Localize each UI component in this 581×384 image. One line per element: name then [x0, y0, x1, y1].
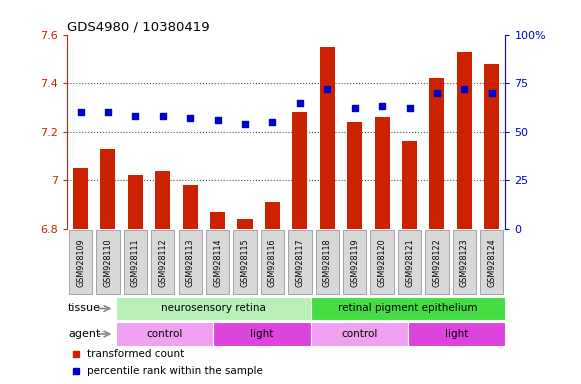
Bar — [347, 122, 362, 229]
Point — [213, 117, 223, 123]
Text: tissue: tissue — [68, 303, 101, 313]
Text: GSM928109: GSM928109 — [76, 238, 85, 286]
Point — [76, 109, 85, 115]
FancyBboxPatch shape — [310, 297, 505, 320]
Point — [241, 121, 250, 127]
Text: percentile rank within the sample: percentile rank within the sample — [87, 366, 263, 376]
FancyBboxPatch shape — [178, 230, 202, 295]
Bar — [402, 141, 417, 229]
Text: GSM928124: GSM928124 — [487, 238, 496, 286]
FancyBboxPatch shape — [206, 230, 229, 295]
Text: agent: agent — [68, 329, 101, 339]
Point — [322, 86, 332, 92]
Point — [295, 99, 304, 106]
Text: GSM928121: GSM928121 — [405, 238, 414, 286]
Text: GSM928120: GSM928120 — [378, 238, 386, 286]
Text: GSM928123: GSM928123 — [460, 238, 469, 286]
Bar — [292, 112, 307, 229]
Bar — [182, 185, 198, 229]
Bar — [155, 170, 170, 229]
Text: light: light — [445, 329, 468, 339]
FancyBboxPatch shape — [480, 230, 503, 295]
Bar — [238, 219, 253, 229]
FancyBboxPatch shape — [453, 230, 476, 295]
Bar — [429, 78, 444, 229]
Text: transformed count: transformed count — [87, 349, 184, 359]
FancyBboxPatch shape — [116, 297, 310, 320]
FancyBboxPatch shape — [261, 230, 284, 295]
FancyBboxPatch shape — [398, 230, 421, 295]
Text: GSM928118: GSM928118 — [323, 238, 332, 286]
Point — [487, 90, 496, 96]
Bar — [484, 64, 499, 229]
Text: GSM928115: GSM928115 — [241, 238, 249, 286]
Point — [103, 109, 113, 115]
FancyBboxPatch shape — [310, 322, 408, 346]
Text: GSM928112: GSM928112 — [158, 238, 167, 286]
Bar — [210, 212, 225, 229]
FancyBboxPatch shape — [310, 297, 505, 320]
Point — [350, 105, 359, 111]
Point — [432, 90, 442, 96]
FancyBboxPatch shape — [116, 322, 213, 346]
Text: GDS4980 / 10380419: GDS4980 / 10380419 — [67, 20, 209, 33]
Text: control: control — [146, 329, 182, 339]
FancyBboxPatch shape — [371, 230, 394, 295]
Bar — [265, 202, 280, 229]
Point — [460, 86, 469, 92]
FancyBboxPatch shape — [69, 230, 92, 295]
Text: GSM928113: GSM928113 — [186, 238, 195, 286]
Text: light: light — [250, 329, 274, 339]
Bar — [375, 117, 390, 229]
FancyBboxPatch shape — [425, 230, 449, 295]
FancyBboxPatch shape — [213, 322, 310, 346]
Point — [185, 115, 195, 121]
FancyBboxPatch shape — [116, 297, 310, 320]
Point — [158, 113, 167, 119]
Text: GSM928122: GSM928122 — [432, 238, 442, 287]
Bar — [128, 175, 143, 229]
Text: control: control — [341, 329, 378, 339]
Bar — [101, 149, 116, 229]
FancyBboxPatch shape — [343, 230, 367, 295]
Text: GSM928117: GSM928117 — [295, 238, 304, 286]
Text: retinal pigment epithelium: retinal pigment epithelium — [338, 303, 478, 313]
Bar — [320, 47, 335, 229]
Point — [405, 105, 414, 111]
FancyBboxPatch shape — [315, 230, 339, 295]
FancyBboxPatch shape — [234, 230, 257, 295]
Text: GSM928116: GSM928116 — [268, 238, 277, 286]
FancyBboxPatch shape — [96, 230, 120, 295]
FancyBboxPatch shape — [408, 322, 505, 346]
Point — [378, 103, 387, 109]
FancyBboxPatch shape — [151, 230, 174, 295]
Text: GSM928110: GSM928110 — [103, 238, 113, 286]
Bar — [457, 51, 472, 229]
Text: GSM928111: GSM928111 — [131, 238, 140, 286]
Text: neurosensory retina: neurosensory retina — [160, 303, 266, 313]
FancyBboxPatch shape — [288, 230, 311, 295]
Text: GSM928119: GSM928119 — [350, 238, 359, 286]
Text: GSM928114: GSM928114 — [213, 238, 222, 286]
FancyBboxPatch shape — [124, 230, 147, 295]
Point — [131, 113, 140, 119]
Bar — [73, 168, 88, 229]
Point — [268, 119, 277, 125]
